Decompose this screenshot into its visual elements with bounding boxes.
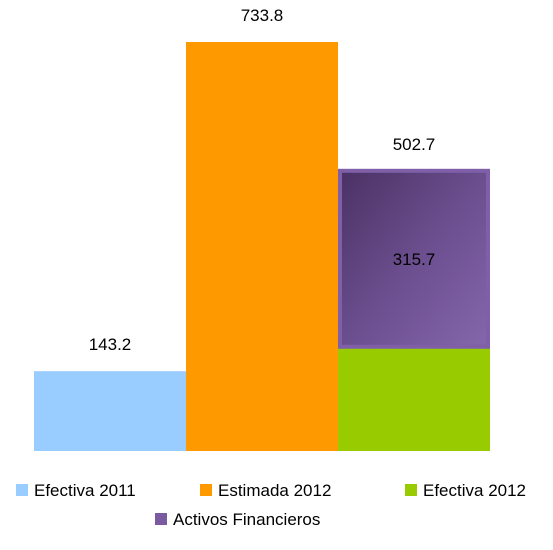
legend: Efectiva 2011 Estimada 2012 Efectiva 2012 A… bbox=[16, 481, 526, 529]
legend-label: Estimada 2012 bbox=[218, 481, 331, 500]
bar-segment-activos-financieros bbox=[338, 168, 490, 349]
bar-total-label: 502.7 bbox=[393, 135, 436, 154]
legend-label: Efectiva 2011 bbox=[34, 481, 136, 500]
bar-segment-efectiva-2011 bbox=[34, 371, 186, 451]
bar-total-label: 143.2 bbox=[89, 335, 132, 354]
legend-swatch bbox=[16, 484, 28, 496]
bar-segment-estimada-2012 bbox=[186, 42, 338, 451]
data-labels-layer: 143.2 733.8 315.7 502.7 bbox=[89, 6, 436, 354]
bars-layer bbox=[34, 42, 490, 451]
segment-value-label: 315.7 bbox=[393, 250, 436, 269]
legend-item-activos-financieros: Activos Financieros bbox=[155, 510, 320, 529]
legend-item-efectiva-2011: Efectiva 2011 bbox=[16, 481, 136, 500]
legend-swatch bbox=[155, 513, 167, 525]
legend-item-estimada-2012: Estimada 2012 bbox=[200, 481, 331, 500]
legend-label: Efectiva 2012 bbox=[423, 481, 526, 500]
legend-swatch bbox=[200, 484, 212, 496]
legend-swatch bbox=[405, 484, 417, 496]
bar-segment-efectiva-2012 bbox=[338, 346, 490, 451]
bar-total-label: 733.8 bbox=[241, 6, 284, 25]
legend-item-efectiva-2012: Efectiva 2012 bbox=[405, 481, 526, 500]
legend-label: Activos Financieros bbox=[173, 510, 320, 529]
